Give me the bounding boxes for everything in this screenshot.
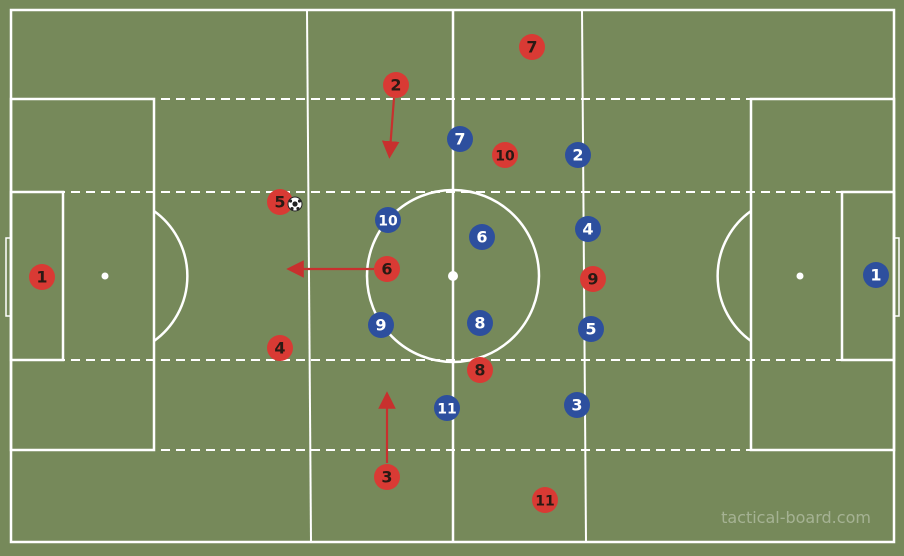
center-spot	[448, 271, 458, 281]
player-disc	[368, 312, 394, 338]
red-team: 1 2 3 4 5 6 7 8 9 10 11	[29, 34, 606, 513]
blue-player-6[interactable]: 6	[469, 224, 495, 250]
left-goal	[5, 237, 12, 317]
player-disc	[374, 256, 400, 282]
player-number: 5	[274, 193, 285, 212]
blue-team: 1 2 3 4 5 6 7 8 9 10 11	[368, 126, 889, 421]
player-number: 1	[36, 268, 47, 287]
player-number: 5	[585, 320, 596, 339]
blue-player-4[interactable]: 4	[575, 216, 601, 242]
player-number: 7	[526, 38, 537, 57]
player-disc	[575, 216, 601, 242]
blue-player-11[interactable]: 11	[434, 395, 460, 421]
pitch-spots	[101, 271, 804, 281]
player-disc	[565, 142, 591, 168]
blue-player-9[interactable]: 9	[368, 312, 394, 338]
player-number: 8	[474, 361, 485, 380]
red-player-4[interactable]: 4	[267, 335, 293, 361]
player-disc	[580, 266, 606, 292]
red-player-3[interactable]: 3	[374, 464, 400, 490]
player-disc	[267, 335, 293, 361]
arrow-red-2	[381, 97, 400, 159]
player-disc	[447, 126, 473, 152]
player-number: 3	[571, 396, 582, 415]
blue-player-1[interactable]: 1	[863, 262, 889, 288]
player-disc	[532, 487, 558, 513]
player-number: 10	[378, 214, 398, 230]
player-disc	[467, 357, 493, 383]
soccer-ball-icon[interactable]	[287, 196, 303, 212]
red-player-2[interactable]: 2	[383, 72, 409, 98]
red-player-11[interactable]: 11	[532, 487, 558, 513]
player-disc	[434, 395, 460, 421]
blue-player-5[interactable]: 5	[578, 316, 604, 342]
player-number: 6	[476, 228, 487, 247]
player-disc	[467, 310, 493, 336]
red-player-5[interactable]: 5	[267, 189, 293, 215]
red-player-6[interactable]: 6	[374, 256, 400, 282]
blue-player-3[interactable]: 3	[564, 392, 590, 418]
player-disc	[29, 264, 55, 290]
left-penalty-spot	[101, 272, 109, 280]
player-number: 8	[474, 314, 485, 333]
left-penalty-arc	[153, 209, 189, 343]
player-disc	[375, 207, 401, 233]
player-number: 10	[495, 149, 515, 165]
player-number: 4	[274, 339, 285, 358]
player-number: 9	[375, 316, 386, 335]
red-player-9[interactable]: 9	[580, 266, 606, 292]
right-penalty-arc	[716, 209, 752, 343]
player-disc	[578, 316, 604, 342]
player-disc	[374, 464, 400, 490]
player-disc	[383, 72, 409, 98]
blue-player-10[interactable]: 10	[375, 207, 401, 233]
red-player-1[interactable]: 1	[29, 264, 55, 290]
player-disc	[469, 224, 495, 250]
movement-arrows	[286, 97, 400, 463]
player-number: 9	[587, 270, 598, 289]
center-circle	[365, 188, 541, 364]
red-player-8[interactable]: 8	[467, 357, 493, 383]
player-number: 11	[535, 494, 554, 510]
player-disc	[564, 392, 590, 418]
player-number: 3	[381, 468, 392, 487]
player-disc	[863, 262, 889, 288]
player-number: 4	[582, 220, 593, 239]
blue-player-2[interactable]: 2	[565, 142, 591, 168]
right-penalty-spot	[796, 272, 804, 280]
player-number: 2	[572, 146, 583, 165]
horizontal-dashed-lines	[11, 98, 894, 451]
player-number: 2	[390, 76, 401, 95]
player-number: 7	[454, 130, 465, 149]
player-disc	[519, 34, 545, 60]
player-disc	[492, 142, 518, 168]
blue-player-8[interactable]: 8	[467, 310, 493, 336]
player-disc	[267, 189, 293, 215]
player-number: 6	[381, 260, 392, 279]
watermark: tactical-board.com	[721, 508, 871, 527]
player-number: 1	[870, 266, 881, 285]
red-player-10[interactable]: 10	[492, 142, 518, 168]
blue-player-7[interactable]: 7	[447, 126, 473, 152]
player-number: 11	[437, 402, 456, 418]
right-goal	[893, 237, 900, 317]
red-player-7[interactable]: 7	[519, 34, 545, 60]
zone-line-1	[306, 9, 312, 543]
